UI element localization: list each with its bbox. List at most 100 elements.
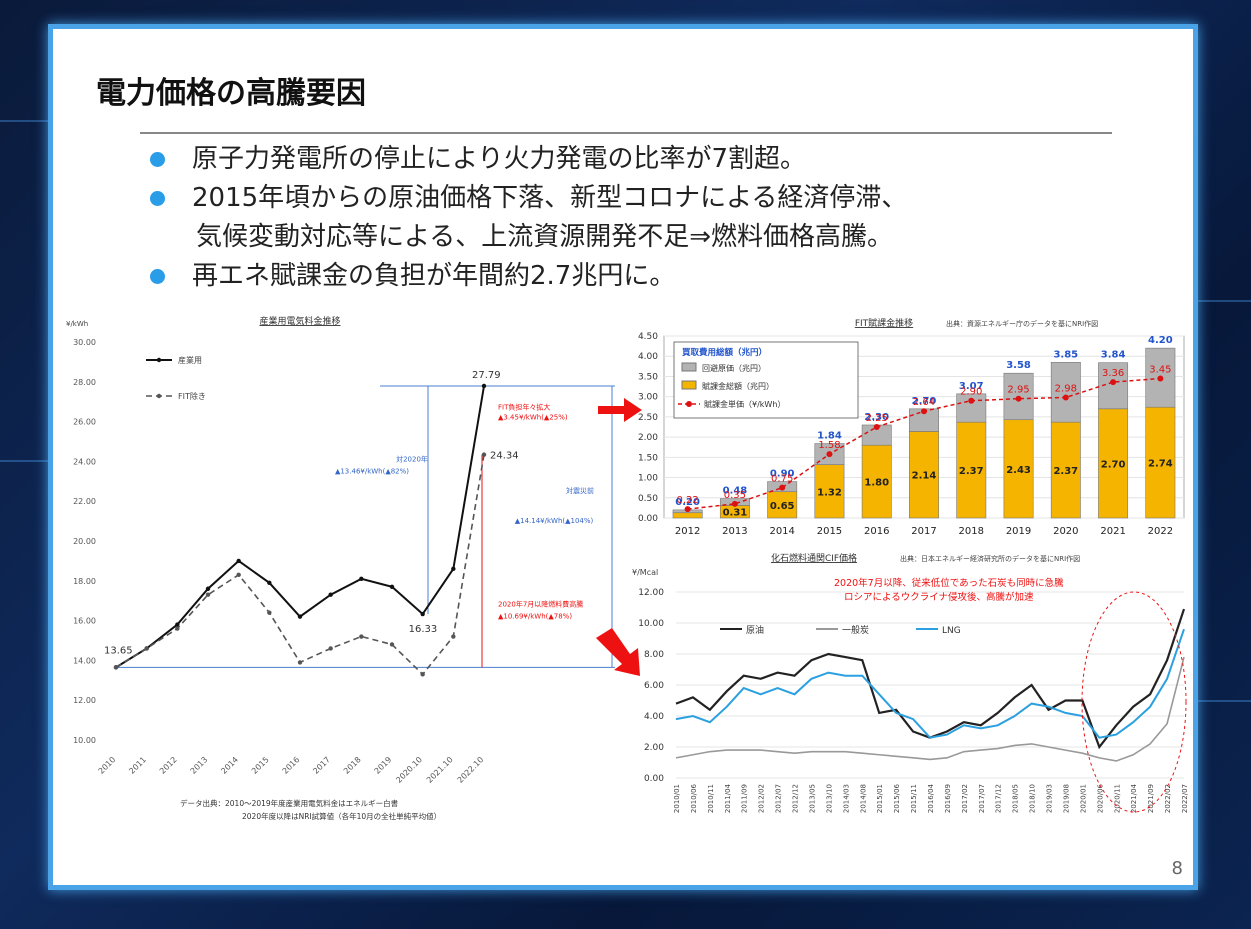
down-right-arrow-icon — [596, 628, 640, 676]
title-divider — [140, 132, 1112, 134]
y-tick-label: 2.00 — [638, 433, 658, 443]
x-tick-label: 2011 — [127, 755, 148, 776]
y-tick-label: 10.00 — [73, 736, 96, 745]
background-streak — [0, 460, 48, 462]
unit-price-label: 2.90 — [960, 387, 982, 398]
total-label: 3.85 — [1053, 349, 1078, 360]
total-label: 0.90 — [770, 469, 795, 480]
unit-price-point — [731, 500, 738, 507]
right-arrow-icon — [598, 398, 642, 422]
x-tick-label: 2014 — [769, 526, 794, 537]
legend-label: 回避原価（兆円） — [702, 363, 766, 373]
unit-price-point — [1015, 395, 1022, 402]
annotation-text: ロシアによるウクライナ侵攻後、高騰が加速 — [844, 591, 1034, 603]
data-point — [359, 634, 364, 639]
highlight-ellipse — [1081, 591, 1187, 813]
unit-price-label: 2.64 — [913, 397, 935, 408]
data-label: 24.34 — [490, 451, 519, 462]
page-number: 8 — [1171, 858, 1183, 879]
source-note: 2020年度以降はNRI試算値（各年10月の全社単純平均値） — [242, 811, 441, 821]
bar-levy-total — [1050, 421, 1081, 519]
unit-price-point — [826, 451, 833, 458]
y-tick-label: 4.00 — [638, 352, 658, 362]
unit-price-label: 2.98 — [1055, 383, 1077, 394]
bar-levy-total — [956, 421, 987, 519]
x-tick-label: 2018 — [959, 526, 984, 537]
y-tick-label: 24.00 — [73, 457, 96, 466]
unit-price-point — [1062, 394, 1069, 401]
x-tick-label: 2017/02 — [961, 784, 969, 813]
x-tick-label: 2014/08 — [859, 784, 867, 813]
total-label: 0.20 — [675, 497, 700, 508]
data-point — [113, 665, 119, 670]
y-tick-label: 4.50 — [638, 332, 658, 342]
x-tick-label: 2018 — [342, 755, 363, 776]
unit-price-label: 0.22 — [677, 495, 699, 506]
bar-value-label: 1.80 — [864, 478, 889, 489]
y-tick-label: 3.00 — [638, 393, 658, 403]
y-tick-label: 12.00 — [638, 588, 664, 598]
bullet-text: 気候変動対応等による、上流資源開発不足⇒燃料価格高騰。 — [196, 222, 894, 252]
slide-title: 電力価格の高騰要因 — [96, 76, 366, 111]
y-axis-label: ¥/Mcal — [632, 568, 658, 577]
source-note: データ出典：2010～2019年度産業用電気料金はエネルギー白書 — [180, 798, 399, 808]
pointer-arrows — [596, 398, 642, 676]
annotation-text: 2020年7月以降燃料費高騰 — [498, 600, 583, 609]
y-tick-label: 20.00 — [73, 537, 96, 546]
unit-price-point — [1110, 379, 1117, 386]
unit-price-label: 2.95 — [1007, 385, 1029, 396]
annotation-text: ▲14.14¥/kWh(▲104%) — [515, 517, 594, 525]
y-tick-label: 8.00 — [644, 650, 664, 660]
y-tick-label: 12.00 — [73, 696, 96, 705]
bar-levy-total — [1003, 419, 1034, 519]
fossil-fuel-cif-chart: 化石燃料通関CIF価格 出典：日本エネルギー経済研究所のデータを基にNRI作図 ¥/… — [632, 552, 1189, 813]
legend-label: 賦課金単価（¥/kWh） — [704, 399, 785, 409]
x-tick-label: 2015 — [250, 755, 271, 776]
x-tick-label: 2015/11 — [910, 784, 918, 813]
data-point — [389, 584, 395, 589]
y-tick-label: 4.00 — [644, 712, 664, 722]
industrial-price-chart: 産業用電気料金推移 ¥/kWh 10.00 12.00 14.00 16.00 18.00 2… — [66, 315, 615, 821]
data-label: 13.65 — [104, 645, 133, 656]
legend-label: 賦課金総額（兆円） — [702, 381, 774, 391]
bar-value-label: 2.37 — [959, 466, 984, 477]
unit-price-point — [684, 506, 691, 513]
total-label: 2.70 — [912, 396, 937, 407]
background-streak — [0, 120, 48, 122]
x-tick-label: 2022/07 — [1181, 784, 1189, 813]
bullet-dot-icon — [150, 191, 165, 206]
x-tick-label: 2020 — [1053, 526, 1078, 537]
source-note: 出典：資源エネルギー庁のデータを基にNRI作図 — [946, 319, 1098, 328]
annotation-text: 対震災前 — [566, 486, 594, 495]
x-tick-label: 2017 — [911, 526, 936, 537]
y-tick-label: 30.00 — [73, 338, 96, 347]
x-tick-label: 2015/06 — [893, 783, 901, 813]
series-line — [115, 454, 485, 676]
bar-value-label: 2.37 — [1053, 466, 1078, 477]
unit-price-point — [1157, 375, 1164, 382]
x-tick-label: 2015 — [817, 526, 842, 537]
x-tick-label: 2011/04 — [724, 783, 732, 813]
data-point — [267, 610, 272, 615]
legend-label: 一般炭 — [842, 624, 869, 636]
bullet-text: 2015年頃からの原油価格下落、新型コロナによる経済停滞、 — [192, 183, 908, 213]
legend-marker — [686, 401, 692, 407]
unit-price-label: 3.45 — [1149, 364, 1171, 375]
data-point — [451, 634, 456, 639]
x-tick-label: 2013 — [722, 526, 747, 537]
data-point — [451, 566, 456, 572]
legend-title: 買取費用総額（兆円） — [682, 347, 767, 358]
x-tick-label: 2022 — [1148, 526, 1173, 537]
data-point — [297, 614, 303, 619]
bullet-item: 再エネ賦課金の負担が年間約2.7兆円に。 — [150, 257, 1110, 296]
data-point — [236, 572, 241, 578]
x-tick-label: 2019/03 — [1046, 784, 1054, 813]
data-point — [144, 646, 149, 651]
total-label: 2.30 — [864, 412, 889, 423]
x-tick-label: 2010 — [97, 755, 118, 776]
data-point — [236, 558, 241, 564]
total-label: 3.07 — [959, 381, 984, 392]
x-tick-label: 2010/06 — [690, 783, 698, 813]
bar-value-label: 2.14 — [912, 471, 937, 482]
data-label: 16.33 — [409, 624, 438, 635]
